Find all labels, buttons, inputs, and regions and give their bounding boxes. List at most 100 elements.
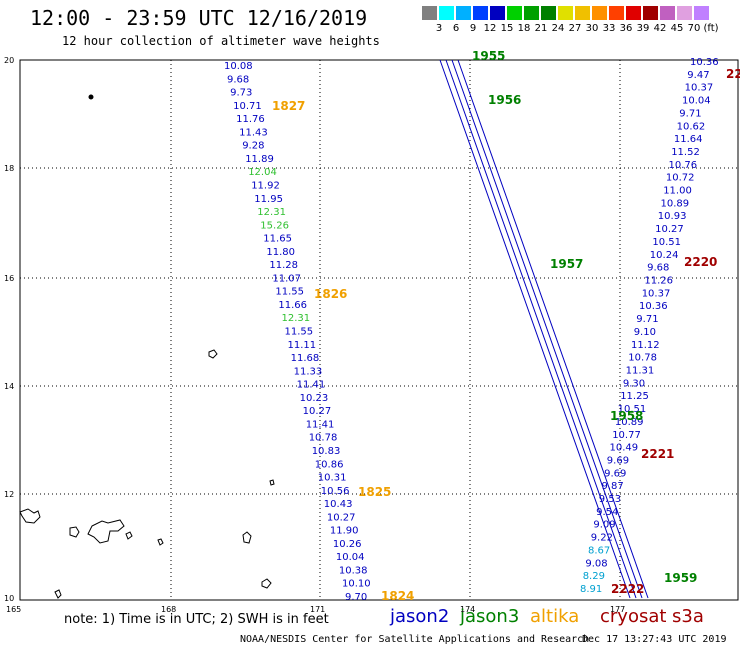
color-scale-label: 42 [653, 23, 667, 34]
grid-lines [20, 60, 738, 600]
color-scale-label: 24 [551, 23, 565, 34]
wave-height-value: 11.11 [288, 340, 317, 351]
wave-height-value: 10.38 [339, 566, 368, 577]
wave-height-value: 10.89 [661, 198, 690, 209]
pass-time-label: 1827 [272, 99, 305, 113]
pass-time-label: 1956 [488, 93, 521, 107]
map-subtitle: 12 hour collection of altimeter wave hei… [62, 34, 380, 48]
wave-height-value: 10.04 [682, 96, 711, 107]
island [87, 519, 125, 544]
wave-height-value: 11.00 [663, 186, 692, 197]
wave-height-value: 10.76 [669, 160, 698, 171]
wave-height-value: 12.31 [257, 207, 286, 218]
color-scale-label: 15 [500, 23, 514, 34]
pass-time-label: 1825 [358, 485, 391, 499]
wave-height-value: 9.09 [593, 520, 615, 531]
wave-height-value: 11.90 [330, 526, 359, 537]
wave-height-value: 10.49 [610, 443, 639, 454]
wave-height-value: 8.91 [580, 584, 602, 595]
latitude-label: 12 [4, 490, 14, 499]
latitude-label: 16 [4, 274, 14, 283]
wave-height-value: 10.10 [342, 579, 371, 590]
generated-timestamp: Dec 17 13:27:43 UTC 2019 [582, 634, 727, 645]
color-scale-label: 30 [585, 23, 599, 34]
color-scale-label: 70 [687, 23, 701, 34]
wave-height-value: 10.83 [312, 446, 341, 457]
wave-height-value: 10.31 [318, 473, 347, 484]
wave-height-value: 9.68 [647, 263, 669, 274]
wave-height-value: 9.47 [687, 70, 709, 81]
wave-height-value: 11.55 [285, 327, 314, 338]
wave-height-value: 11.41 [297, 380, 326, 391]
color-scale-label: 21 [534, 23, 548, 34]
color-swatch [626, 6, 642, 20]
color-scale-label: 33 [602, 23, 616, 34]
wave-height-value: 10.27 [327, 512, 356, 523]
wave-height-value: 10.37 [642, 288, 671, 299]
color-swatch [609, 6, 625, 20]
wave-height-value: 10.72 [666, 173, 695, 184]
island [69, 526, 80, 538]
wave-height-value: 10.51 [618, 404, 647, 415]
island [54, 589, 62, 599]
longitude-label: 165 [6, 605, 21, 614]
island [125, 531, 133, 540]
jason2-track-line [439, 59, 631, 599]
color-scale-label: 36 [619, 23, 633, 34]
color-swatch [711, 6, 727, 20]
color-swatch [541, 6, 557, 20]
wave-height-value: 10.36 [639, 301, 668, 312]
wave-height-value: 10.24 [650, 250, 679, 261]
wave-height-value: 9.54 [596, 507, 618, 518]
island [157, 538, 164, 546]
wave-height-value: 9.53 [599, 494, 621, 505]
wave-height-value: 11.07 [272, 273, 301, 284]
color-scale-label: 39 [636, 23, 650, 34]
pass-time-label: 1957 [550, 257, 583, 271]
wave-height-value: 9.68 [227, 74, 249, 85]
color-scale-label: 27 [568, 23, 582, 34]
wave-height-value: 9.22 [591, 533, 613, 544]
color-scale-label: 18 [517, 23, 531, 34]
wave-height-value: 8.29 [583, 571, 605, 582]
wave-height-value: 10.08 [224, 61, 253, 72]
wave-height-value: 10.56 [321, 486, 350, 497]
wave-height-values: 10.08 9.68 9.73 10.71 11.76 11.43 9.28 11.89 12.… [224, 57, 719, 603]
legend-altika: altika [530, 606, 580, 627]
color-scale-label: 6 [452, 23, 460, 34]
wave-height-value: 11.26 [644, 276, 673, 287]
wave-height-value: 11.76 [236, 114, 265, 125]
pass-time-label: 1955 [472, 49, 505, 63]
island [261, 578, 272, 589]
color-swatch [643, 6, 659, 20]
color-swatch [694, 6, 710, 20]
wave-height-value: 11.95 [254, 194, 283, 205]
latitude-label: 18 [4, 164, 14, 173]
tick-labels: 165 168 171 174 177 20 18 16 14 12 10 [4, 56, 625, 614]
wave-height-value: 11.25 [620, 391, 649, 402]
island [88, 94, 94, 100]
jason2-track-line [445, 59, 637, 599]
wave-height-value: 9.69 [604, 468, 626, 479]
wave-height-value: 11.43 [239, 127, 268, 138]
wave-height-value: 10.26 [333, 539, 362, 550]
wave-height-value: 10.86 [315, 459, 344, 470]
wave-height-value: 10.62 [677, 121, 706, 132]
pass-time-labels: 1827 1826 1825 1824 1955 1956 1957 1958 1959 2220… [272, 49, 740, 603]
color-swatch [677, 6, 693, 20]
wave-height-value: 11.64 [674, 134, 703, 145]
wave-height-value: 10.43 [324, 499, 353, 510]
color-swatch [592, 6, 608, 20]
wave-height-value: 9.71 [679, 108, 701, 119]
legend-s3a: s3a [672, 606, 704, 627]
pass-time-label: 1959 [664, 571, 697, 585]
wave-height-value: 10.77 [612, 430, 641, 441]
wave-height-value: 9.71 [636, 314, 658, 325]
wave-height-value: 11.52 [671, 147, 700, 158]
credit-line: NOAA/NESDIS Center for Satellite Applica… [240, 634, 590, 645]
color-swatch [439, 6, 455, 20]
wave-height-value: 10.89 [615, 417, 644, 428]
wave-height-value: 9.69 [607, 456, 629, 467]
satellite-tracks [439, 59, 649, 599]
